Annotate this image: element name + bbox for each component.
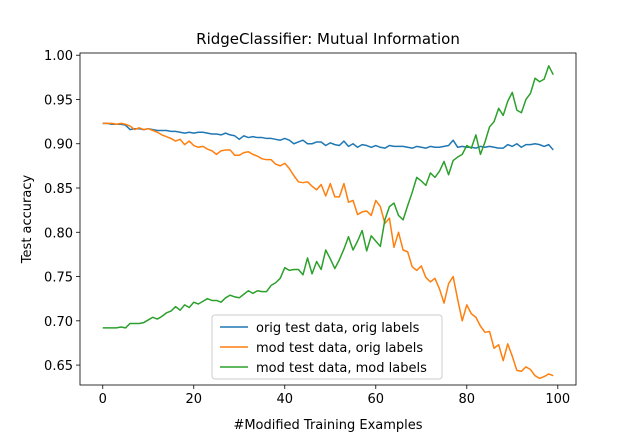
y-tick-label: 0.95: [44, 93, 73, 108]
legend-label: orig test data, orig labels: [256, 321, 420, 336]
y-tick-label: 0.90: [44, 138, 73, 153]
series-line-3: [102, 65, 554, 329]
series-layer: [102, 65, 554, 380]
y-tick-label: 0.85: [44, 182, 73, 197]
legend: orig test data, orig labels mod test data…: [211, 314, 443, 380]
x-tick-label: 60: [368, 392, 385, 407]
y-tick-label: 0.80: [44, 226, 73, 241]
legend-box: [211, 314, 443, 380]
y-axis-label: Test accuracy: [20, 175, 35, 265]
x-tick-label: 0: [99, 392, 107, 407]
y-axis: 0.65 0.70 0.75 0.80 0.85 0.90 0.95 1.00: [44, 49, 80, 374]
x-tick-label: 20: [185, 392, 202, 407]
y-tick-label: 1.00: [44, 49, 73, 64]
plot-frame: [79, 52, 577, 386]
legend-label: mod test data, orig labels: [256, 341, 423, 356]
legend-label: mod test data, mod labels: [256, 361, 427, 376]
y-tick-label: 0.70: [44, 315, 73, 330]
y-tick-label: 0.65: [44, 359, 73, 374]
x-tick-label: 40: [276, 392, 293, 407]
chart-title: RidgeClassifier: Mutual Information: [196, 30, 460, 48]
y-tick-label: 0.75: [44, 271, 73, 286]
x-axis-label: #Modified Training Examples: [233, 418, 422, 433]
x-axis: 0 20 40 60 80 100: [99, 385, 570, 407]
series-line-2: [102, 122, 554, 380]
x-tick-label: 80: [459, 392, 476, 407]
x-tick-label: 100: [545, 392, 570, 407]
